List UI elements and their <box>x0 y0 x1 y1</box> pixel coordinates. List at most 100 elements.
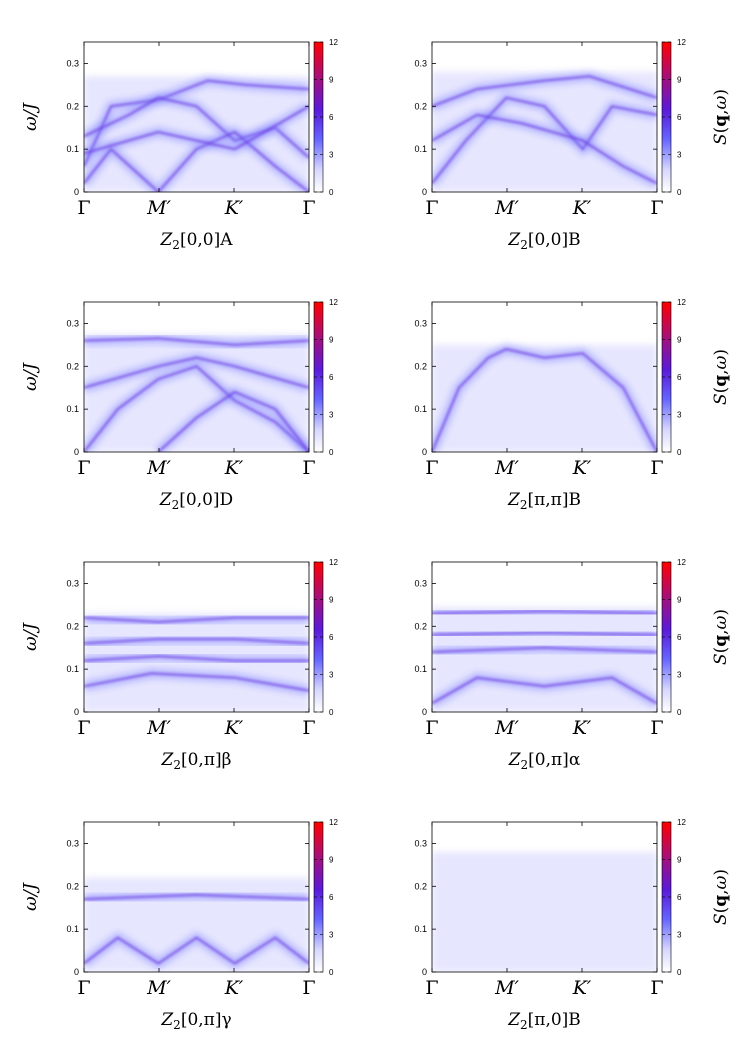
panel-title: Z2[0,0]D <box>159 490 233 512</box>
y-tick-label: 0 <box>74 187 79 197</box>
panel-title: Z2[0,0]B <box>507 230 580 252</box>
y-axis-label: ω/J <box>20 361 41 391</box>
plot-frame <box>83 41 310 193</box>
colorbar-tick-label: 6 <box>329 113 334 122</box>
branch-line <box>432 113 657 185</box>
colorbar-tick-label: 12 <box>329 558 338 567</box>
colorbar-label: S(q,ω) <box>711 609 731 665</box>
colorbar-tick-label: 6 <box>329 633 334 642</box>
y-axis-label: ω/J <box>20 101 41 131</box>
branch-line <box>157 390 309 452</box>
spectrum-panel: 0 0.1 0.2 0.3 Γ M′ K′ Γ Z2[0,π]γ ω/J 0 3 6 9 12 <box>20 818 338 1032</box>
colorbar-tick-label: 3 <box>329 411 334 420</box>
branch-line <box>432 676 657 705</box>
colorbar-tick-label: 6 <box>329 893 334 902</box>
y-tick-label: 0.3 <box>414 578 427 588</box>
colorbar-label: S(q,ω) <box>711 349 731 405</box>
y-tick-label: 0 <box>422 187 427 197</box>
branch-line <box>432 631 657 636</box>
colorbar-tick-label: 9 <box>329 336 334 345</box>
branch-line <box>84 356 309 389</box>
y-axis-label: ω/J <box>20 881 41 911</box>
y-tick-label: 0.3 <box>66 318 79 328</box>
plot-frame <box>431 561 658 713</box>
branch-line <box>432 610 657 615</box>
spectrum-panel: 0 0.1 0.2 0.3 Γ M′ K′ Γ Z2[0,0]B 0 3 6 9 12 S(q,ω) <box>414 38 731 252</box>
colorbar-tick-label: 0 <box>677 968 682 977</box>
y-tick-label: 0.2 <box>414 621 427 631</box>
y-tick-label: 0.1 <box>66 664 79 674</box>
colorbar-tick-label: 12 <box>677 818 686 827</box>
spectrum-panel: 0 0.1 0.2 0.3 Γ M′ K′ Γ Z2[0,π]α 0 3 6 9 12 S(q,ω) <box>414 558 731 772</box>
x-tick-label: M′ <box>494 717 519 739</box>
x-tick-label: M′ <box>146 197 171 219</box>
colorbar-tick-label: 9 <box>677 856 682 865</box>
y-tick-label: 0.2 <box>66 361 79 371</box>
colorbar-tick-label: 12 <box>329 38 338 47</box>
x-tick-label: Γ <box>302 457 315 479</box>
y-tick-label: 0.1 <box>66 144 79 154</box>
spectrum-panel: 0 0.1 0.2 0.3 Γ M′ K′ Γ Z2[0,0]D ω/J 0 3 6 9 12 <box>20 298 338 512</box>
branch-line <box>84 616 309 624</box>
y-tick-label: 0.2 <box>66 881 79 891</box>
branch-line <box>432 96 657 185</box>
colorbar-tick-label: 6 <box>677 893 682 902</box>
colorbar-tick-label: 9 <box>329 596 334 605</box>
colorbar-tick-label: 6 <box>677 373 682 382</box>
y-tick-label: 0.3 <box>414 58 427 68</box>
branch-line <box>84 936 309 965</box>
y-tick-label: 0 <box>422 447 427 457</box>
x-tick-label: Γ <box>77 977 90 999</box>
plot-frame <box>83 821 310 973</box>
y-axis-label: ω/J <box>20 621 41 651</box>
y-tick-label: 0.1 <box>414 404 427 414</box>
colorbar-label: S(q,ω) <box>711 89 731 145</box>
x-tick-label: K′ <box>572 457 592 479</box>
plot-frame <box>83 301 310 453</box>
y-tick-label: 0.1 <box>66 404 79 414</box>
colorbar-tick-label: 0 <box>329 448 334 457</box>
colorbar-tick-label: 9 <box>329 856 334 865</box>
branch-line <box>84 638 309 645</box>
spectrum-panel: 0 0.1 0.2 0.3 Γ M′ K′ Γ Z2[0,0]A ω/J 0 3 6 9 12 <box>20 38 338 252</box>
branch-line <box>84 337 309 346</box>
x-tick-label: M′ <box>146 457 171 479</box>
y-tick-label: 0 <box>74 967 79 977</box>
y-tick-label: 0.2 <box>66 101 79 111</box>
spectrum-panel: 0 0.1 0.2 0.3 Γ M′ K′ Γ Z2[0,π]β ω/J 0 3 6 9 12 <box>20 558 338 772</box>
y-tick-label: 0.3 <box>66 578 79 588</box>
colorbar-tick-label: 3 <box>677 151 682 160</box>
panel-title: Z2[0,π]γ <box>160 1010 231 1032</box>
branch-line <box>432 646 657 653</box>
x-tick-label: Γ <box>650 457 663 479</box>
y-tick-label: 0.3 <box>66 58 79 68</box>
spectrum-panel: 0 0.1 0.2 0.3 Γ M′ K′ Γ Z2[π,π]B 0 3 6 9 12 S(q,ω) <box>414 298 731 512</box>
colorbar-tick-label: 9 <box>329 76 334 85</box>
y-tick-label: 0 <box>422 967 427 977</box>
x-tick-label: M′ <box>494 197 519 219</box>
branch-line <box>84 105 309 155</box>
branch-line <box>84 672 309 692</box>
panel-title: Z2[0,π]α <box>508 750 581 772</box>
branch-line <box>84 655 309 662</box>
panel-title: Z2[0,π]β <box>161 750 232 772</box>
y-tick-label: 0.1 <box>414 144 427 154</box>
x-tick-label: K′ <box>572 717 592 739</box>
x-tick-label: K′ <box>572 977 592 999</box>
y-tick-label: 0.1 <box>414 664 427 674</box>
colorbar-tick-label: 9 <box>677 596 682 605</box>
colorbar-label: S(q,ω) <box>711 869 731 925</box>
branch-line <box>84 365 309 452</box>
colorbar-tick-label: 0 <box>329 188 334 197</box>
spectrum-panel: 0 0.1 0.2 0.3 Γ M′ K′ Γ Z2[π,0]B 0 3 6 9 12 S(q,ω) <box>414 818 731 1032</box>
x-tick-label: Γ <box>650 197 663 219</box>
x-tick-label: M′ <box>494 457 519 479</box>
x-tick-label: Γ <box>302 717 315 739</box>
colorbar-tick-label: 12 <box>329 298 338 307</box>
panel-title: Z2[π,π]B <box>507 490 581 512</box>
x-tick-label: Γ <box>77 197 90 219</box>
x-tick-label: K′ <box>224 977 244 999</box>
plot-frame <box>431 41 658 193</box>
colorbar-tick-label: 6 <box>677 113 682 122</box>
